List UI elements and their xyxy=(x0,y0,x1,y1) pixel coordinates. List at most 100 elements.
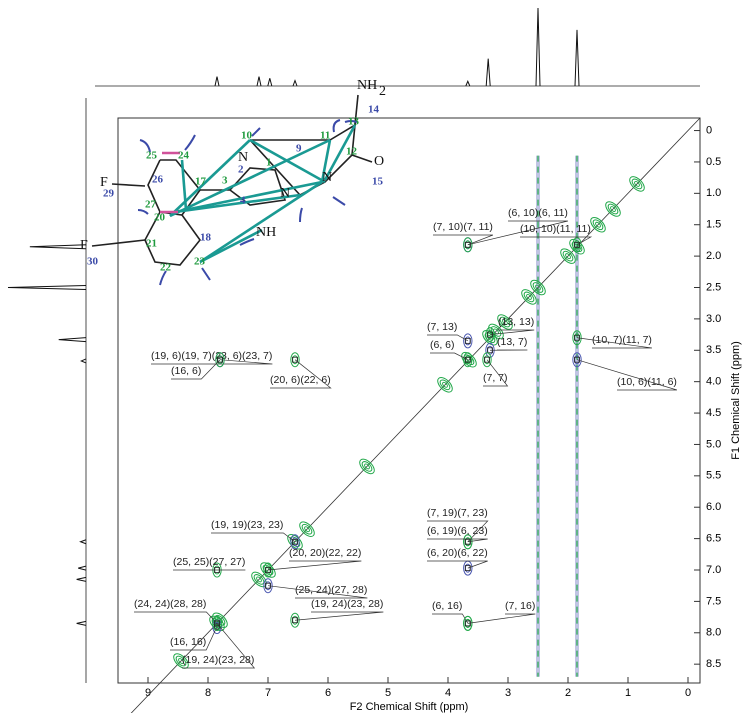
peak-label: (16, 16) xyxy=(170,636,206,648)
peak-label: (20, 6)(22, 6) xyxy=(270,374,331,386)
left-projection-peak xyxy=(77,577,86,581)
peak-label: (10, 10)(11, 11) xyxy=(520,223,591,235)
x-tick-label: 5 xyxy=(385,687,391,699)
atom-number: 15 xyxy=(372,176,384,188)
left-projection-peak xyxy=(30,245,86,249)
peak-label: (19, 19)(23, 23) xyxy=(211,519,283,531)
atom-number: 4 xyxy=(240,195,246,207)
atom-label: NH xyxy=(256,225,276,240)
atom-number: 1 xyxy=(266,157,272,169)
leader-line xyxy=(134,612,217,623)
atom-number: 27 xyxy=(145,199,157,211)
leader-line xyxy=(211,533,295,542)
top-projection-peak xyxy=(486,59,490,86)
peak-label: (19, 24)(23, 28) xyxy=(182,654,254,666)
atom-number: 3 xyxy=(222,175,228,187)
peak-label: (7, 16) xyxy=(505,600,535,612)
y-tick-label: 5.5 xyxy=(706,470,721,482)
y-tick-label: 2.5 xyxy=(706,281,721,293)
atom-number: 20 xyxy=(154,212,166,224)
x-tick-label: 3 xyxy=(505,687,511,699)
atom-number: 12 xyxy=(346,146,358,158)
atom-number: 25 xyxy=(146,150,158,162)
atom-number: 22 xyxy=(160,262,172,274)
x-axis-label: F2 Chemical Shift (ppm) xyxy=(350,701,469,713)
peak-label: (6, 20)(6, 22) xyxy=(427,547,488,559)
y-tick-label: 0.5 xyxy=(706,156,721,168)
y-tick-label: 6.0 xyxy=(706,501,721,513)
atom-number: 13 xyxy=(348,116,360,128)
atom-label: NH xyxy=(357,78,377,93)
leader-line xyxy=(433,235,493,245)
x-tick-label: 6 xyxy=(325,687,331,699)
y-tick-label: 7.0 xyxy=(706,564,721,576)
peak-label: (19, 6)(19, 7)(23, 6)(23, 7) xyxy=(151,350,272,362)
x-tick-label: 2 xyxy=(565,687,571,699)
atom-number: 24 xyxy=(178,150,190,162)
peak-label: (13, 13) xyxy=(498,316,534,328)
peak-label: (7, 13) xyxy=(427,321,457,333)
top-projection-peak xyxy=(536,8,540,86)
y-tick-label: 4.5 xyxy=(706,407,721,419)
y-tick-label: 8.5 xyxy=(706,658,721,670)
atom-number: 14 xyxy=(368,104,380,116)
x-tick-label: 7 xyxy=(265,687,271,699)
y-tick-label: 0 xyxy=(706,124,712,136)
top-projection-peak xyxy=(257,77,261,86)
peak-label: (7, 10)(7, 11) xyxy=(433,221,493,233)
left-projection-peak xyxy=(81,359,86,363)
peak-label: (20, 20)(22, 22) xyxy=(289,547,361,559)
peak-label: (25, 25)(27, 27) xyxy=(173,556,245,568)
atom-number: 23 xyxy=(194,256,206,268)
x-tick-label: 0 xyxy=(685,687,691,699)
left-projection-peak xyxy=(8,286,86,290)
peak-label: (13, 7) xyxy=(497,336,527,348)
peak-label: (6, 10)(6, 11) xyxy=(508,207,568,219)
x-tick-label: 4 xyxy=(445,687,451,699)
atom-number: 9 xyxy=(296,143,302,155)
atom-number: 26 xyxy=(152,174,164,186)
top-projection-peak xyxy=(215,77,219,86)
y-tick-label: 1.5 xyxy=(706,219,721,231)
left-projection-peak xyxy=(81,540,86,544)
y-axis-label: F1 Chemical Shift (ppm) xyxy=(730,341,742,460)
top-projection-peak xyxy=(575,30,579,86)
atom-number: 11 xyxy=(320,130,330,142)
peak-label: (6, 6) xyxy=(430,339,455,351)
peak-label: (6, 19)(6, 23) xyxy=(427,525,488,537)
leader-line xyxy=(427,561,488,568)
leader-line xyxy=(427,539,488,542)
left-projection-peak xyxy=(78,566,86,570)
peak-label: (19, 24)(23, 28) xyxy=(311,598,383,610)
leader-line xyxy=(432,614,468,623)
x-tick-label: 1 xyxy=(625,687,631,699)
left-projection-peak xyxy=(59,338,86,342)
leader-line xyxy=(268,561,361,570)
atom-number: 17 xyxy=(195,176,207,188)
peak-label: (25, 24)(27, 28) xyxy=(295,584,367,596)
y-tick-label: 6.5 xyxy=(706,533,721,545)
atom-number: 30 xyxy=(87,256,99,268)
peak-label: (16, 6) xyxy=(171,365,201,377)
atom-label: N xyxy=(280,186,290,201)
atom-number: 10 xyxy=(241,130,253,142)
top-projection-peak xyxy=(268,78,272,86)
atom-number: 21 xyxy=(146,238,157,250)
top-projection-peak xyxy=(466,81,470,86)
y-tick-label: 8.0 xyxy=(706,627,721,639)
y-tick-label: 7.5 xyxy=(706,595,721,607)
x-tick-label: 8 xyxy=(205,687,211,699)
atom-label: N xyxy=(322,170,332,185)
top-projection-peak xyxy=(293,81,297,86)
leader-line xyxy=(295,612,383,620)
peak-label: (6, 16) xyxy=(432,600,462,612)
left-projection-peak xyxy=(77,621,86,625)
y-tick-label: 3.0 xyxy=(706,313,721,325)
peak-label: (7, 19)(7, 23) xyxy=(427,507,488,519)
y-tick-label: 1.0 xyxy=(706,187,721,199)
y-tick-label: 4.0 xyxy=(706,376,721,388)
y-tick-label: 3.5 xyxy=(706,344,721,356)
peak-label: (7, 7) xyxy=(483,372,508,384)
